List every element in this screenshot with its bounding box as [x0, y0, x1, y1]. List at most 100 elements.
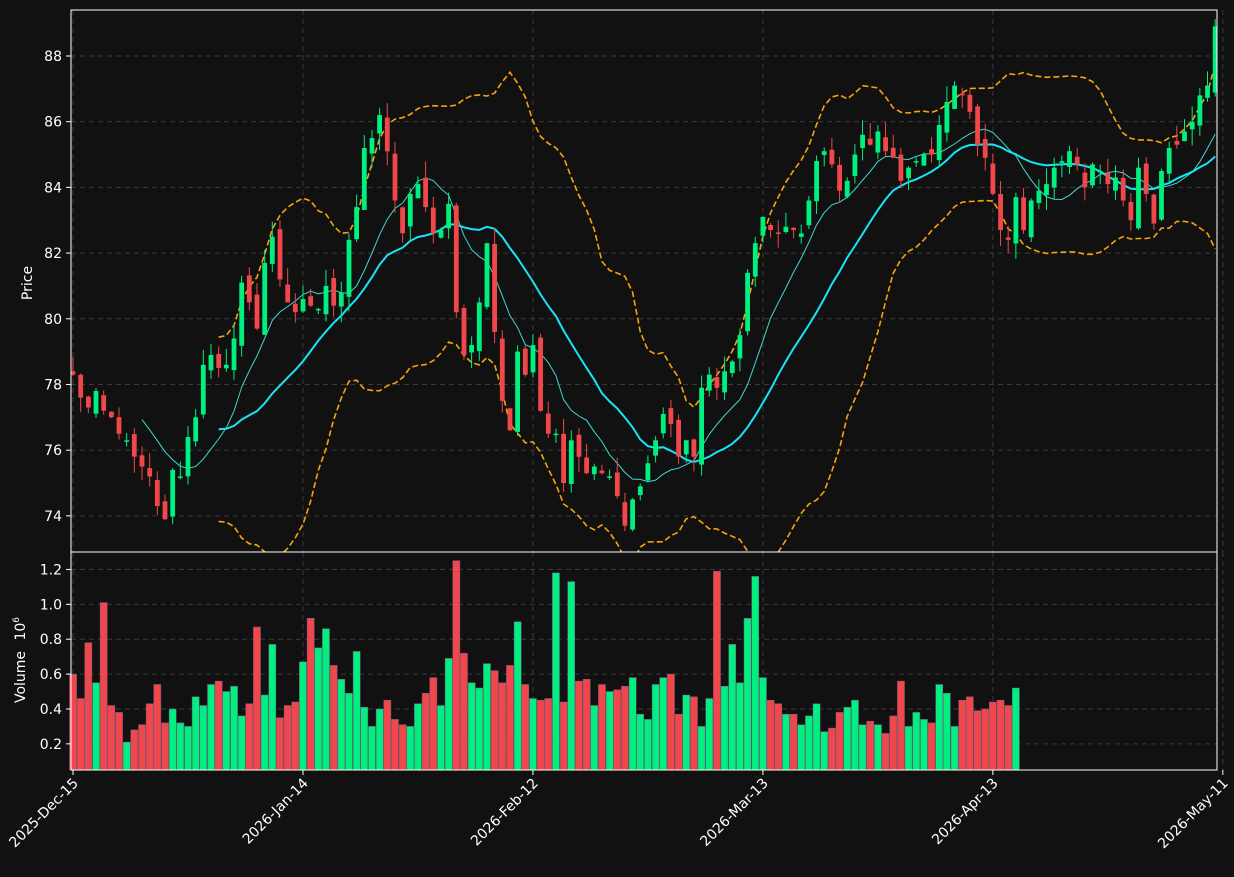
upper-band-line	[218, 64, 1216, 409]
volume-bar	[138, 724, 146, 771]
volume-bar	[368, 726, 376, 771]
candle-body	[492, 244, 497, 332]
price-tick-label: 86	[44, 115, 62, 131]
volume-bar	[230, 686, 238, 771]
volume-bar	[904, 726, 913, 771]
candle-body	[683, 440, 689, 455]
candle-body	[929, 149, 934, 155]
candle-body	[1067, 151, 1072, 167]
candle-body	[515, 351, 520, 432]
volume-bar	[874, 724, 882, 771]
candle-body	[323, 285, 329, 315]
volume-bar	[306, 618, 315, 771]
volume-panel-frame	[70, 551, 1218, 771]
volume-bar	[966, 696, 974, 771]
candle-body	[691, 439, 697, 457]
ma-slow-line	[218, 143, 1216, 464]
candle-body	[446, 203, 451, 229]
volume-bar	[943, 693, 951, 771]
candle-body	[139, 455, 145, 467]
candle-body	[185, 437, 191, 477]
volume-bar	[651, 684, 660, 771]
ma-fast-line	[141, 128, 1216, 483]
volume-bar	[605, 691, 614, 771]
volume-bar	[529, 698, 537, 771]
price-axis-label: Price	[20, 266, 36, 300]
volume-bar	[858, 724, 867, 771]
volume-bar	[1012, 687, 1020, 771]
volume-bar	[828, 727, 836, 771]
candle-body	[499, 338, 505, 401]
candle-body	[798, 233, 804, 237]
candle-body	[952, 85, 957, 109]
candle-body	[568, 440, 574, 484]
volume-bar	[636, 713, 645, 771]
volume-bar	[835, 712, 844, 771]
volume-bar	[444, 658, 453, 771]
candle-body	[906, 167, 911, 179]
candle-body	[821, 151, 827, 155]
candle-body	[71, 371, 76, 375]
volume-bar	[989, 701, 997, 771]
candle-body	[1205, 85, 1210, 98]
candle-body	[423, 177, 428, 208]
candle-body	[706, 374, 712, 391]
candle-body	[392, 153, 398, 201]
volume-bar	[728, 644, 737, 771]
volume-bar	[897, 680, 905, 771]
volume-bar	[521, 684, 530, 771]
volume-bar	[720, 686, 729, 771]
volume-bar	[99, 602, 108, 771]
candle-body	[729, 361, 735, 374]
candle-body	[837, 164, 842, 191]
candle-body	[262, 262, 268, 335]
volume-bar	[299, 661, 307, 771]
candle-body	[1021, 197, 1026, 231]
volume-bar	[276, 717, 284, 771]
candle-body	[614, 472, 620, 497]
candle-body	[990, 163, 996, 194]
candle-body	[1174, 140, 1180, 145]
volume-bar	[705, 698, 714, 771]
candle-body	[622, 502, 628, 526]
x-tick-label: 2026-Apr-13	[929, 776, 1002, 849]
x-tick-label: 2026-May-11	[1155, 776, 1232, 853]
volume-tick-label: 1.2	[40, 562, 62, 578]
candle-body	[507, 408, 513, 431]
lower-band-line	[218, 199, 1216, 552]
volume-bar	[513, 621, 522, 771]
candle-body	[308, 296, 314, 306]
volume-bar	[927, 722, 936, 771]
candle-body	[170, 469, 176, 517]
candle-body	[101, 395, 107, 411]
volume-bar	[421, 693, 430, 771]
volume-bar	[145, 703, 154, 771]
candle-body	[867, 138, 873, 145]
volume-bar	[820, 731, 829, 771]
price-tick-label: 82	[44, 246, 62, 262]
candle-body	[783, 226, 789, 232]
candle-body	[315, 308, 321, 311]
candle-body	[346, 239, 352, 297]
volume-axis-label-unit: 10	[13, 623, 29, 641]
candle-body	[844, 180, 850, 197]
candle-body	[285, 284, 291, 303]
volume-bar	[766, 699, 775, 771]
volume-bar	[76, 698, 85, 771]
volume-bar	[582, 679, 591, 771]
candle-body	[484, 243, 490, 307]
volume-bar	[682, 694, 691, 771]
candle-body	[676, 419, 681, 457]
volume-bars	[69, 560, 1020, 771]
volume-bar	[697, 726, 706, 771]
candle-body	[1013, 197, 1019, 244]
candle-body	[699, 387, 704, 465]
volume-bar	[812, 703, 821, 771]
volume-bar	[214, 680, 223, 771]
candle-body	[668, 408, 674, 424]
candle-body	[538, 337, 543, 411]
volume-bar	[536, 699, 545, 771]
volume-bar	[667, 673, 675, 771]
candle-body	[660, 414, 666, 434]
